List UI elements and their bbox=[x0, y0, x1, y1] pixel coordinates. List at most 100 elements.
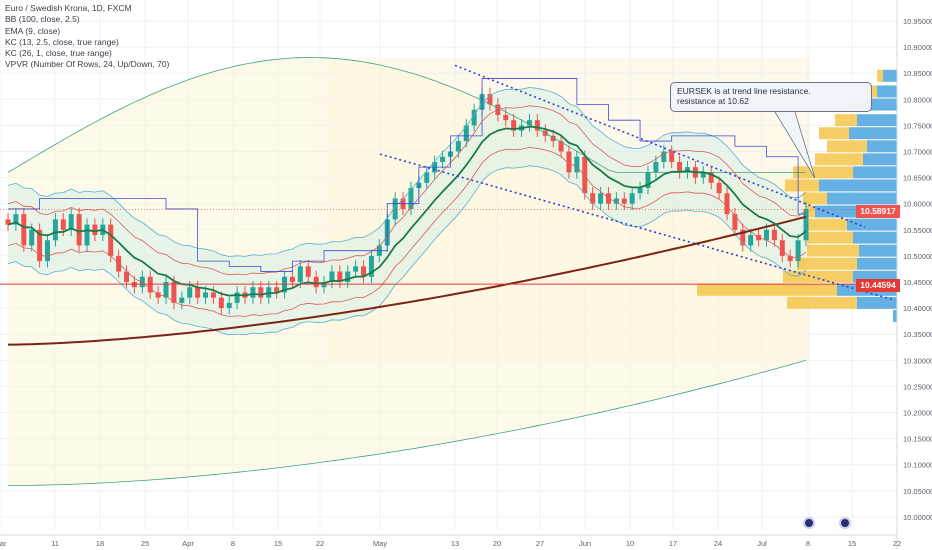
price-tick-label: 10.60000 bbox=[903, 200, 932, 209]
candle-body bbox=[250, 287, 256, 298]
legend-kc-13[interactable]: KC (13, 2.5, close, true range) bbox=[5, 36, 119, 47]
trend-lines[interactable] bbox=[379, 64, 896, 302]
candle-body bbox=[218, 297, 224, 309]
candle-body bbox=[226, 302, 232, 309]
vp-up-bar bbox=[853, 231, 897, 244]
candle-body bbox=[45, 240, 51, 262]
time-tick-label: May bbox=[373, 539, 387, 548]
time-tick-label: Jul bbox=[757, 539, 767, 548]
kc-fill bbox=[8, 87, 806, 335]
kc-upper bbox=[7, 87, 807, 257]
candle-body bbox=[677, 161, 683, 173]
candle-body bbox=[179, 297, 185, 303]
candle-body bbox=[724, 193, 730, 215]
candle-body bbox=[511, 120, 517, 131]
vp-up-bar bbox=[827, 192, 897, 205]
candle-body bbox=[471, 109, 477, 126]
vp-up-bar bbox=[853, 166, 897, 179]
price-tick-label: 10.40000 bbox=[903, 304, 932, 313]
legend-kc-26[interactable]: KC (26, 1, close, true range) bbox=[5, 48, 112, 59]
vp-down-bar bbox=[877, 69, 883, 82]
dividend-marker-icon[interactable] bbox=[839, 517, 851, 529]
candle-body bbox=[455, 141, 461, 152]
candle-body bbox=[368, 255, 374, 277]
vp-down-bar bbox=[797, 257, 857, 270]
price-tick-label: 10.25000 bbox=[903, 382, 932, 391]
candle-body bbox=[440, 156, 446, 162]
candle-body bbox=[155, 292, 161, 298]
candle-body bbox=[124, 271, 130, 282]
candle-body bbox=[590, 193, 596, 204]
annotation-line-1: EURSEK is at trend line resistance. bbox=[677, 86, 811, 96]
vp-up-bar bbox=[863, 153, 897, 166]
price-tick-label: 10.75000 bbox=[903, 121, 932, 130]
time-tick-label: 10 bbox=[626, 539, 634, 548]
candle-body bbox=[68, 214, 74, 230]
legend-vpvr[interactable]: VPVR (Number Of Rows, 24, Up/Down, 70) bbox=[5, 59, 170, 70]
candle-body bbox=[274, 287, 280, 293]
candle-body bbox=[171, 282, 177, 303]
vp-down-bar bbox=[835, 114, 857, 127]
candle-body bbox=[337, 271, 343, 282]
legend-ema[interactable]: EMA (9, close) bbox=[5, 25, 61, 36]
vp-down-bar bbox=[807, 231, 853, 244]
time-tick-label: 8 bbox=[806, 539, 810, 548]
price-tick-label: 10.95000 bbox=[903, 17, 932, 26]
vp-up-bar bbox=[857, 296, 897, 309]
time-tick-label: 11 bbox=[51, 539, 59, 548]
bb-fill bbox=[8, 57, 806, 486]
vp-up-bar bbox=[847, 218, 897, 231]
vp-up-bar bbox=[857, 114, 897, 127]
candle-body bbox=[653, 161, 659, 173]
time-axis: Mar 11 18 25 Apr 8 15 22 May 13 20 27 Jun 10 17 24 Jul 8 1… bbox=[0, 534, 901, 548]
candle-body bbox=[392, 198, 398, 220]
candle-body bbox=[621, 198, 627, 204]
candle-body bbox=[37, 229, 43, 262]
vp-down-bar bbox=[805, 205, 815, 218]
time-tick-label: 24 bbox=[714, 539, 722, 548]
candle-body bbox=[708, 172, 714, 183]
candle-body bbox=[289, 276, 295, 282]
candle-body bbox=[313, 276, 319, 288]
price-axis: 10.95000 10.90000 10.85000 10.80000 10.75000… bbox=[896, 0, 932, 550]
price-tick-label: 10.15000 bbox=[903, 435, 932, 444]
annotation-callout[interactable]: EURSEK is at trend line resistance. resi… bbox=[670, 82, 872, 112]
price-tick-label: 10.00000 bbox=[903, 513, 932, 522]
price-tick-label: 10.80000 bbox=[903, 95, 932, 104]
candle-body bbox=[345, 271, 351, 282]
price-tick-label: 10.45000 bbox=[903, 278, 932, 287]
vp-down-bar bbox=[819, 127, 849, 140]
horizontal-level-tag: 10.44594 bbox=[856, 279, 900, 292]
candle-body bbox=[748, 235, 754, 246]
candle-body bbox=[803, 208, 809, 241]
candle-body bbox=[534, 120, 540, 131]
price-tick-label: 10.50000 bbox=[903, 252, 932, 261]
vp-down-bar bbox=[697, 283, 837, 296]
candle-body bbox=[424, 172, 430, 183]
annotation-line-2: resistance at 10.62 bbox=[677, 96, 749, 106]
time-tick-label: 17 bbox=[669, 539, 677, 548]
price-tick-label: 10.85000 bbox=[903, 69, 932, 78]
upper-trend-line bbox=[454, 64, 866, 228]
kc-lower bbox=[7, 165, 807, 336]
candle-body bbox=[60, 219, 66, 230]
candle-body bbox=[21, 214, 27, 246]
price-tick-label: 10.05000 bbox=[903, 487, 932, 496]
vp-up-bar bbox=[849, 127, 897, 140]
time-tick-label: Apr bbox=[182, 539, 194, 548]
legend-bb[interactable]: BB (100, close, 2.5) bbox=[5, 14, 80, 25]
candle-body bbox=[210, 292, 216, 298]
event-marker-icon[interactable] bbox=[803, 517, 815, 529]
current-price-tag: 10.58917 bbox=[856, 205, 900, 218]
price-tick-label: 10.90000 bbox=[903, 43, 932, 52]
vp-down-bar bbox=[815, 153, 863, 166]
candle-body bbox=[258, 287, 264, 298]
vp-down-bar bbox=[793, 166, 853, 179]
ma-long-line bbox=[8, 215, 807, 346]
lower-trend-line bbox=[379, 153, 896, 302]
step-channel-upper bbox=[8, 78, 806, 272]
candle-body bbox=[661, 151, 667, 162]
vp-down-bar bbox=[807, 244, 859, 257]
vp-up-bar bbox=[877, 85, 897, 98]
vp-down-bar bbox=[783, 270, 853, 283]
